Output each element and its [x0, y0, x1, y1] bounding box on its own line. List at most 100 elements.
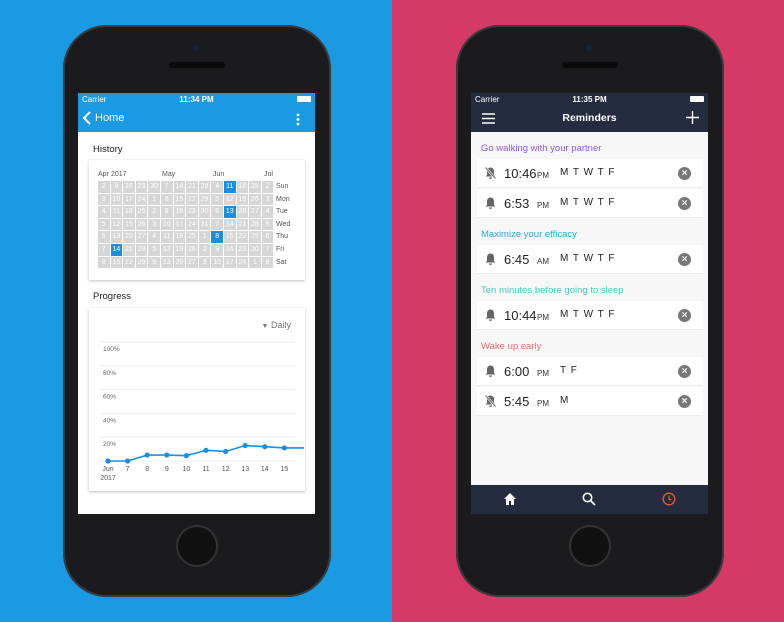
- home-button[interactable]: [176, 525, 218, 567]
- calendar-day[interactable]: 27: [186, 256, 198, 269]
- calendar-day[interactable]: 5: [211, 193, 223, 206]
- calendar-day[interactable]: 6: [98, 231, 110, 243]
- calendar-day[interactable]: 26: [186, 244, 198, 256]
- calendar-day[interactable]: 19: [236, 193, 249, 206]
- calendar-day[interactable]: 17: [173, 218, 186, 231]
- calendar-day[interactable]: 8: [98, 256, 110, 269]
- calendar-day[interactable]: 17: [123, 193, 135, 206]
- calendar-day[interactable]: 13: [110, 231, 123, 243]
- calendar-day[interactable]: 26: [135, 218, 148, 231]
- calendar-day[interactable]: 12: [110, 218, 123, 231]
- delete-icon[interactable]: ×: [678, 197, 691, 210]
- calendar-day[interactable]: 18: [236, 181, 249, 193]
- more-vertical-icon[interactable]: [296, 113, 300, 126]
- delete-icon[interactable]: ×: [678, 395, 691, 408]
- calendar-day[interactable]: 20: [173, 256, 186, 269]
- data-point[interactable]: [203, 447, 209, 453]
- calendar-day[interactable]: 14: [173, 181, 186, 193]
- calendar-day[interactable]: 12: [224, 193, 236, 206]
- calendar-day[interactable]: 5: [261, 218, 274, 231]
- calendar-day[interactable]: 3: [148, 218, 160, 231]
- calendar-day[interactable]: 16: [173, 206, 186, 218]
- calendar-day[interactable]: 23: [135, 181, 148, 193]
- bell-icon[interactable]: [485, 252, 496, 270]
- calendar-day[interactable]: 8: [211, 231, 223, 243]
- calendar-day[interactable]: 20: [236, 206, 249, 218]
- calendar-day[interactable]: 29: [198, 193, 211, 206]
- calendar-day[interactable]: 22: [236, 231, 249, 243]
- bell-icon[interactable]: [485, 308, 496, 326]
- calendar-day[interactable]: 21: [123, 244, 135, 256]
- calendar-day[interactable]: 5: [148, 244, 160, 256]
- calendar-day[interactable]: 4: [148, 231, 160, 243]
- bell-off-icon[interactable]: [484, 394, 497, 412]
- calendar-day[interactable]: 1: [249, 256, 261, 269]
- calendar-day[interactable]: 13: [161, 256, 173, 269]
- calendar-day[interactable]: 17: [224, 256, 236, 269]
- calendar-day[interactable]: 9: [110, 181, 123, 193]
- calendar-day[interactable]: 21: [186, 181, 198, 193]
- calendar-day[interactable]: 13: [224, 206, 236, 218]
- delete-icon[interactable]: ×: [678, 167, 691, 180]
- calendar-day[interactable]: 30: [249, 244, 261, 256]
- reminder-row[interactable]: 6:45 AM M T W T F ×: [477, 245, 703, 274]
- reminder-row[interactable]: 6:00 PM T F ×: [477, 357, 703, 386]
- calendar-day[interactable]: 27: [135, 231, 148, 243]
- calendar-day[interactable]: 27: [249, 206, 261, 218]
- calendar-day[interactable]: 3: [198, 256, 211, 269]
- home-icon[interactable]: [504, 493, 516, 505]
- calendar-day[interactable]: 7: [261, 244, 274, 256]
- calendar-day[interactable]: 22: [123, 256, 135, 269]
- calendar-day[interactable]: 28: [198, 181, 211, 193]
- calendar-day[interactable]: 12: [161, 244, 173, 256]
- calendar-day[interactable]: 6: [148, 256, 160, 269]
- delete-icon[interactable]: ×: [678, 309, 691, 322]
- calendar-day[interactable]: 6: [261, 231, 274, 243]
- calendar-day[interactable]: 9: [211, 244, 223, 256]
- calendar-day[interactable]: 4: [98, 206, 110, 218]
- calendar-day[interactable]: 15: [224, 231, 236, 243]
- calendar-day[interactable]: 28: [135, 244, 148, 256]
- calendar-day[interactable]: 29: [249, 231, 261, 243]
- calendar-day[interactable]: 10: [110, 193, 123, 206]
- calendar-day[interactable]: 11: [161, 231, 173, 243]
- data-point[interactable]: [125, 458, 131, 464]
- calendar-day[interactable]: 6: [211, 206, 223, 218]
- calendar-day[interactable]: 24: [186, 218, 198, 231]
- calendar-day[interactable]: 5: [98, 218, 110, 231]
- back-button[interactable]: Home: [83, 111, 124, 125]
- calendar-day[interactable]: 1: [148, 193, 160, 206]
- calendar-day[interactable]: 23: [186, 206, 198, 218]
- calendar-day[interactable]: 29: [135, 256, 148, 269]
- calendar-day[interactable]: 1: [198, 231, 211, 243]
- calendar-day[interactable]: 25: [135, 206, 148, 218]
- calendar-day[interactable]: 2: [261, 181, 274, 193]
- reminder-row[interactable]: 10:44 PM M T W T F ×: [477, 301, 703, 330]
- data-point[interactable]: [105, 458, 111, 464]
- calendar-day[interactable]: 16: [123, 181, 135, 193]
- calendar-day[interactable]: 21: [236, 218, 249, 231]
- calendar-day[interactable]: 19: [173, 244, 186, 256]
- bell-icon[interactable]: [485, 196, 496, 214]
- reminder-row[interactable]: 6:53 PM M T W T F ×: [477, 189, 703, 218]
- bell-icon[interactable]: [485, 364, 496, 382]
- calendar-day[interactable]: 14: [110, 244, 123, 256]
- calendar-day[interactable]: 14: [224, 218, 236, 231]
- calendar-day[interactable]: 26: [249, 193, 261, 206]
- calendar-day[interactable]: 10: [211, 256, 223, 269]
- calendar-day[interactable]: 7: [211, 218, 223, 231]
- calendar-day[interactable]: 30: [198, 206, 211, 218]
- calendar-day[interactable]: 19: [123, 218, 135, 231]
- calendar-day[interactable]: 2: [198, 244, 211, 256]
- calendar-day[interactable]: 15: [173, 193, 186, 206]
- calendar-day[interactable]: 25: [249, 181, 261, 193]
- calendar-day[interactable]: 7: [161, 181, 173, 193]
- data-point[interactable]: [183, 453, 189, 459]
- calendar-day[interactable]: 31: [198, 218, 211, 231]
- period-dropdown[interactable]: ▼ Daily: [262, 320, 291, 330]
- calendar-day[interactable]: 11: [110, 206, 123, 218]
- data-point[interactable]: [223, 448, 229, 455]
- clock-icon[interactable]: [662, 492, 676, 506]
- calendar-day[interactable]: 4: [211, 181, 223, 193]
- calendar-day[interactable]: 18: [123, 206, 135, 218]
